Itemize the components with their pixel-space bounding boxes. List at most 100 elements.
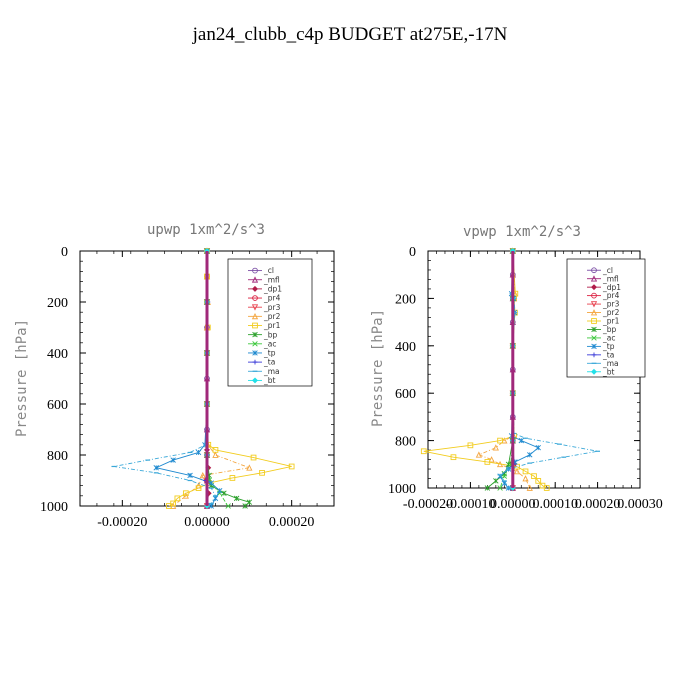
data-point [475, 451, 483, 458]
y-tick-label: 400 [395, 340, 416, 355]
data-point [501, 473, 508, 479]
legend-item: _bp [248, 330, 278, 339]
y-tick-label: 1000 [388, 482, 416, 497]
data-point [531, 473, 537, 480]
data-point [195, 449, 202, 456]
chart-panel-vpwp: vpwp 1xm^2/s^3 Pressure [hPa] -0.00020-0… [370, 224, 663, 512]
data-point [522, 475, 529, 482]
data-point [221, 490, 227, 496]
legend-label: _pr3 [602, 300, 620, 309]
legend-label: _bt [602, 367, 615, 376]
data-point [166, 503, 172, 509]
data-point [497, 485, 503, 491]
y-tick-label: 0 [409, 245, 416, 260]
y-tick-label: 600 [47, 398, 68, 413]
legend-item: _tp [587, 342, 615, 351]
legend-item: _ac [587, 334, 615, 343]
y-tick-label: 800 [47, 449, 68, 464]
legend-label: _bp [263, 330, 278, 339]
legend-label: _pr1 [263, 321, 281, 330]
y-tick-label: 600 [395, 387, 416, 402]
legend-label: _cl [602, 266, 613, 275]
data-point [187, 472, 193, 479]
legend-item: _ma [587, 359, 619, 368]
x-tick-label: 0.00000 [184, 515, 230, 530]
legend-swatch-marker [591, 318, 597, 324]
legend-item: _pr1 [248, 321, 281, 330]
legend-swatch-marker [252, 341, 258, 347]
legend-item: _pr4 [587, 291, 620, 300]
legend-swatch-marker [591, 352, 597, 358]
legend: _cl_mfl_dp1_pr4_pr3_pr2_pr1_bp_ac_tp_ta_… [566, 258, 646, 378]
legend-swatch-marker [591, 335, 597, 341]
legend-swatch-marker [252, 295, 258, 301]
data-point [195, 485, 202, 492]
legend-item: _cl [587, 266, 613, 275]
series-line [499, 250, 598, 489]
legend-box [227, 258, 313, 387]
legend-item: _pr3 [587, 300, 620, 309]
legend-item: _tp [248, 349, 276, 358]
data-point [216, 490, 223, 496]
data-point [492, 444, 499, 451]
legend-label: _tp [263, 349, 276, 358]
legend-label: _bt [263, 376, 276, 385]
y-tick-label: 200 [47, 296, 68, 311]
legend-item: _ac [248, 339, 276, 348]
legend-label: _pr4 [263, 294, 281, 303]
data-point [535, 478, 542, 484]
y-axis-label-vpwp: Pressure [hPa] [370, 309, 386, 427]
x-tick-label: -0.00010 [445, 497, 495, 512]
legend-swatch-marker [591, 292, 597, 299]
legend-item: _pr2 [248, 312, 281, 321]
x-tick-label: 0.00020 [575, 497, 621, 512]
chart-panel-upwp: upwp 1xm^2/s^3 Pressure [hPa] -0.00020 0.… [14, 222, 335, 530]
series-line [477, 250, 531, 489]
legend-swatch-marker [590, 309, 598, 316]
legend-item: _dp1 [587, 283, 621, 292]
data-point [484, 459, 491, 465]
data-point [208, 480, 214, 486]
legend-swatch-marker [591, 267, 597, 274]
data-point [182, 490, 189, 497]
legend-label: _bp [602, 325, 617, 334]
x-tick-label: -0.00020 [97, 515, 147, 530]
legend-swatch-marker [591, 284, 597, 291]
legend-label: _ac [602, 334, 615, 343]
legend-item: _bt [587, 367, 615, 376]
data-point [513, 468, 521, 475]
data-point [246, 499, 253, 505]
y-tick-label: 0 [61, 245, 68, 260]
legend-item: _pr3 [248, 303, 281, 312]
figure-title: jan24_clubb_c4p BUDGET at275E,-17N [192, 24, 508, 45]
data-point [467, 442, 474, 449]
data-point [488, 456, 495, 463]
data-point [233, 495, 240, 502]
data-point [174, 495, 181, 502]
legend-swatch-marker [252, 331, 258, 338]
x-tick-label: 0.00000 [490, 497, 536, 512]
data-point [501, 480, 508, 486]
data-point [526, 484, 533, 491]
legend-label: _ta [602, 350, 614, 359]
x-tick-label: 0.00010 [532, 497, 578, 512]
legend-label: _pr4 [602, 291, 620, 300]
chart-title-vpwp: vpwp 1xm^2/s^3 [463, 224, 581, 240]
x-tick-label: 0.00030 [617, 497, 663, 512]
data-point [501, 437, 508, 444]
data-point [229, 475, 236, 481]
data-point [246, 464, 253, 471]
legend-item: _dp1 [248, 284, 282, 293]
legend-item: _bp [587, 325, 617, 334]
data-point [242, 503, 248, 509]
data-point [250, 454, 257, 461]
data-point [450, 454, 457, 461]
legend-label: _pr2 [263, 312, 281, 321]
data-point [259, 470, 265, 476]
legend-swatch-marker [252, 359, 258, 365]
legend-label: _ma [602, 359, 619, 368]
legend-item: _ta [248, 358, 275, 367]
data-point [484, 485, 491, 491]
data-point [153, 465, 159, 471]
